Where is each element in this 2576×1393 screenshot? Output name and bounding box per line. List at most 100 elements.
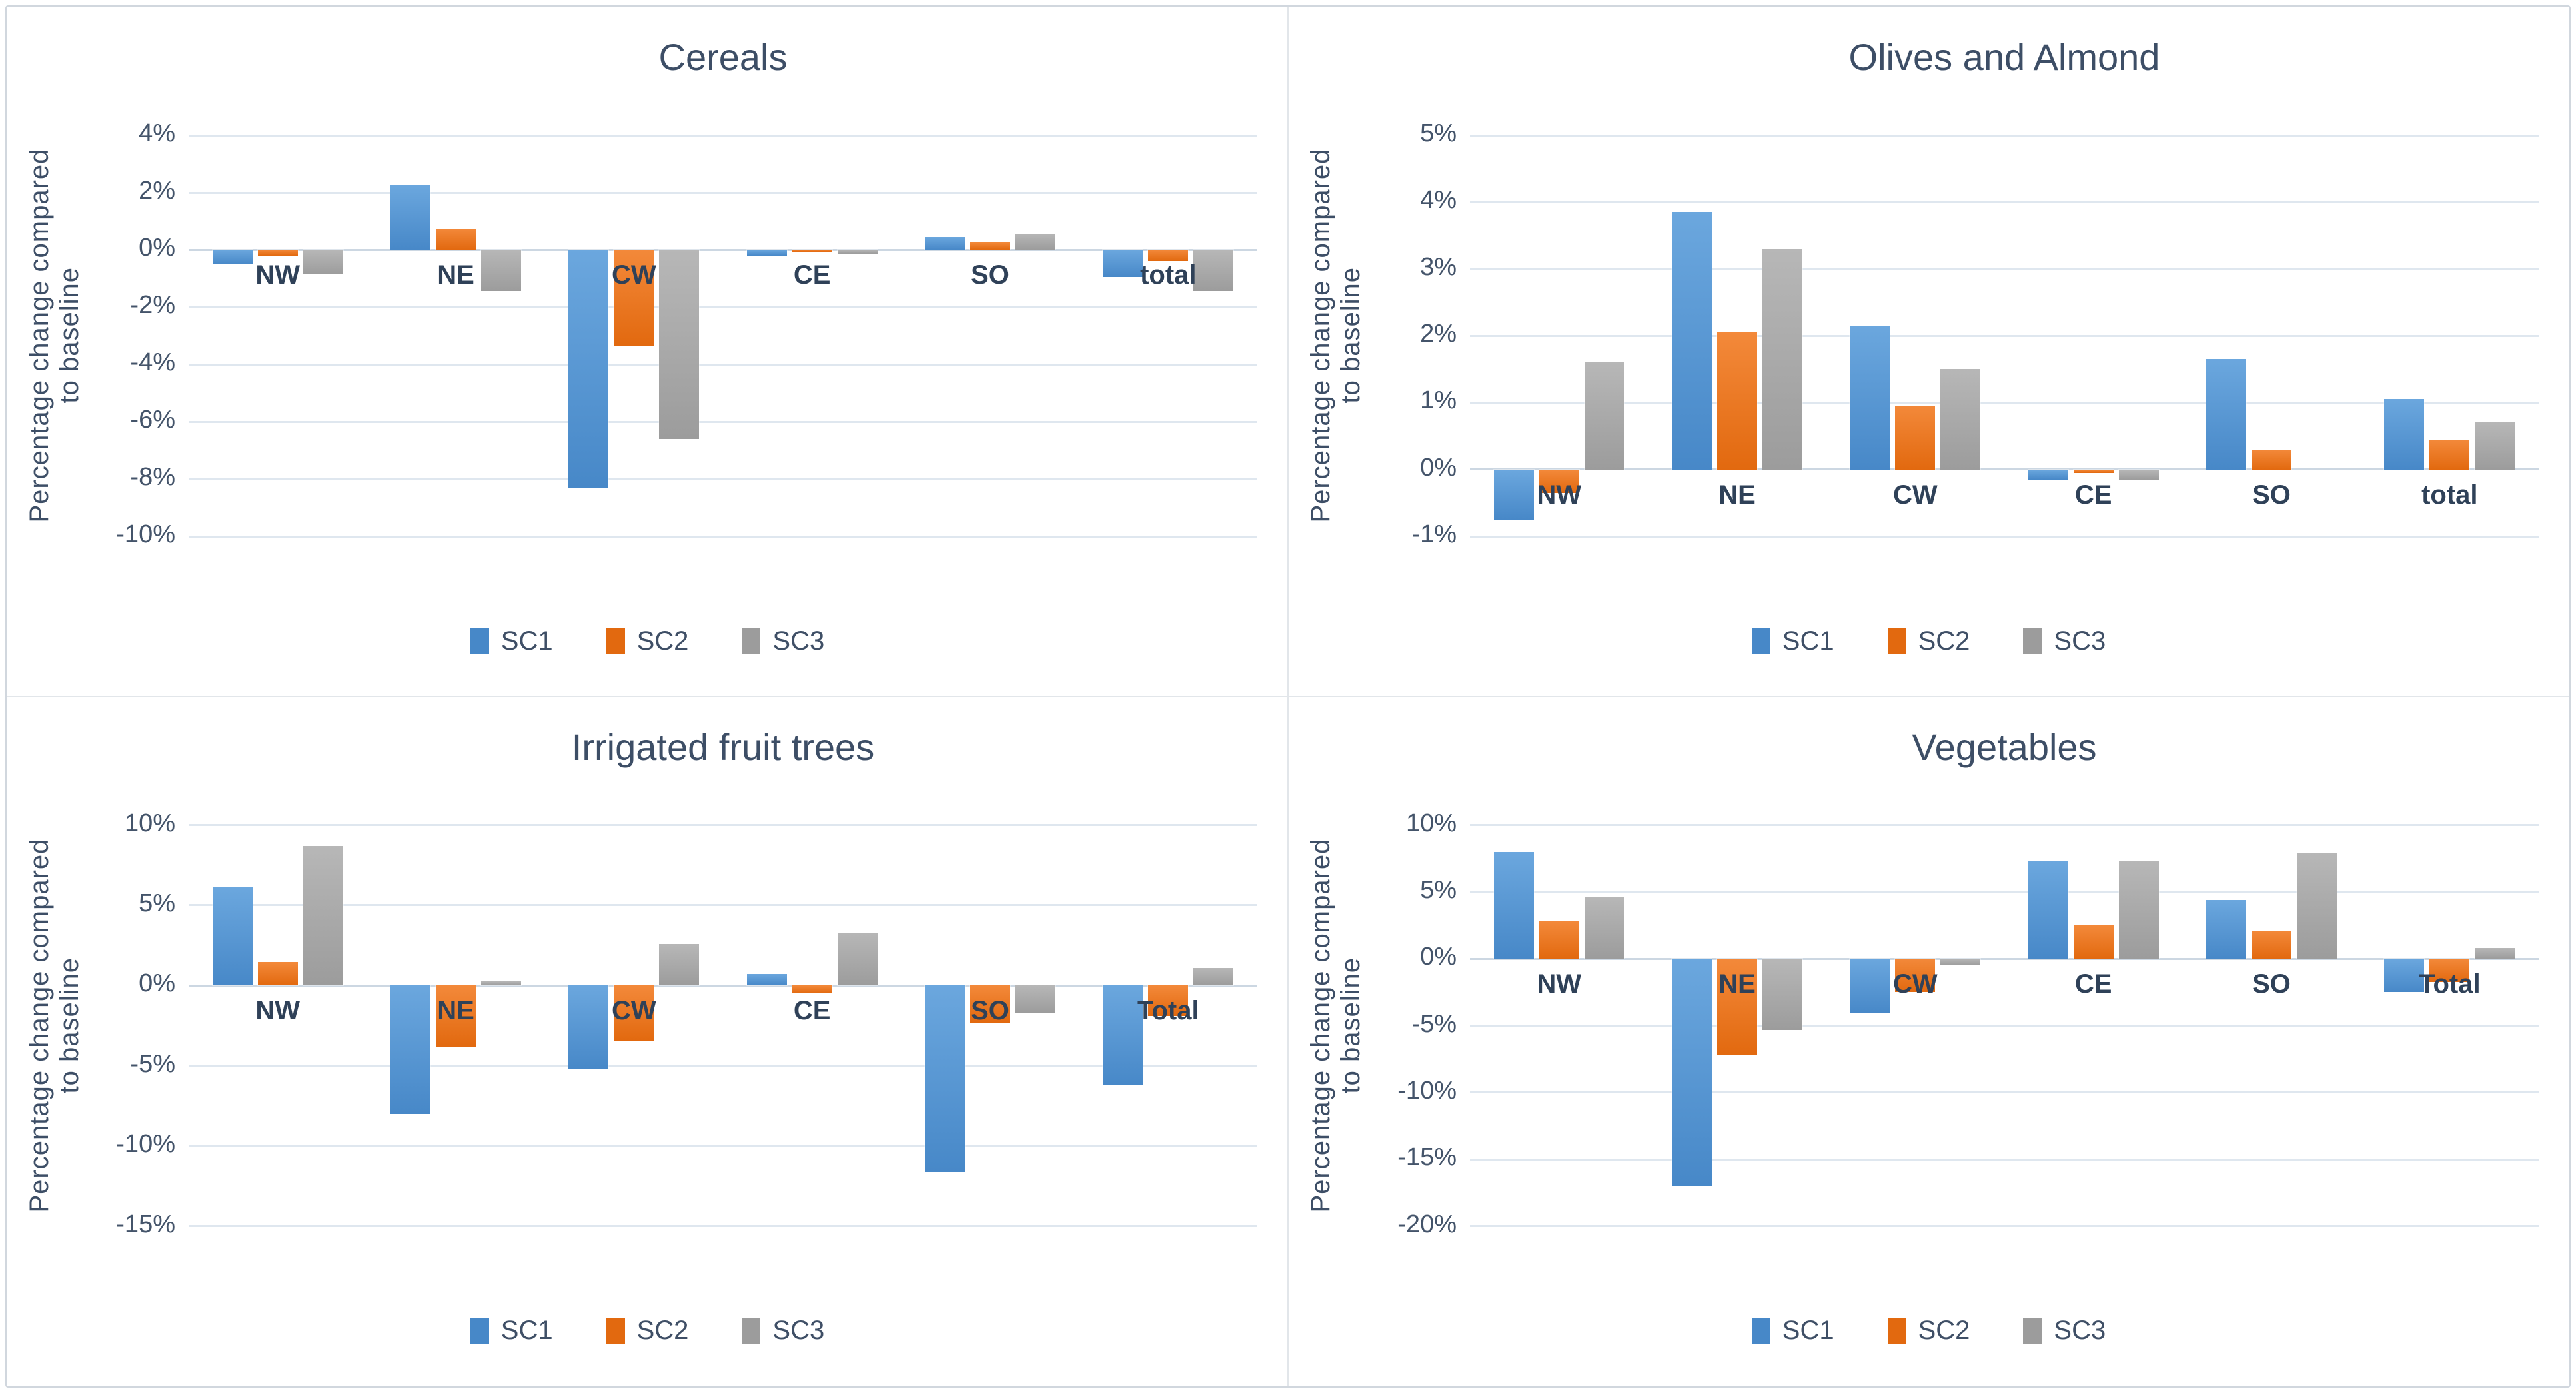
y-tick-label: 2% (1420, 320, 1457, 348)
legend-label-sc1: SC1 (1782, 1316, 1834, 1345)
legend-swatch-sc2 (1887, 1318, 1906, 1344)
x-category-label: NW (1537, 969, 1581, 999)
x-category-label: CW (1893, 969, 1938, 999)
bar-sc1-total (2384, 399, 2425, 470)
x-category-label: NW (255, 996, 300, 1026)
legend-label-sc1: SC1 (500, 626, 553, 656)
bar-sc3-nw (1584, 362, 1624, 470)
y-tick-label: 0% (139, 969, 175, 998)
bar-sc1-so (2206, 899, 2246, 959)
x-category-label: CE (2074, 480, 2112, 510)
legend-swatch-sc2 (606, 628, 625, 654)
bar-sc3-ne (481, 250, 521, 292)
y-tick-label: -8% (130, 463, 175, 491)
bar-sc1-ne (1672, 212, 1712, 470)
bar-sc1-cw (1850, 959, 1890, 1014)
x-category-label: NE (1718, 480, 1756, 510)
legend-item-sc1: SC1 (1751, 1316, 1834, 1346)
plot-area: NW NE CW CE SO total (189, 134, 1257, 538)
panel-olives-and-almond: Olives and Almond Percentage change comp… (1288, 7, 2569, 697)
legend-item-sc3: SC3 (2023, 1316, 2106, 1346)
y-tick-label: -10% (116, 1130, 175, 1159)
legend-item-sc3: SC3 (742, 1316, 824, 1346)
gridline (189, 1145, 1257, 1147)
y-tick-label: 0% (139, 234, 175, 262)
bar-sc3-total (2475, 422, 2515, 470)
bar-sc1-nw (1493, 469, 1534, 520)
legend-label-sc2: SC2 (1918, 1316, 1970, 1345)
plot-area: NW NE CW CE SO Total (189, 824, 1257, 1227)
y-tick-label: -10% (1397, 1076, 1457, 1105)
x-category-label: CW (1893, 480, 1938, 510)
x-category-label: CW (612, 260, 656, 290)
bar-sc2-ce (792, 985, 832, 994)
y-tick-label: -4% (130, 348, 175, 376)
legend-swatch-sc2 (1887, 628, 1906, 654)
gridline (189, 1225, 1257, 1227)
plot-area: NW NE CW CE SO total (1470, 134, 2539, 538)
bar-sc1-nw (212, 887, 253, 986)
gridline (189, 535, 1257, 538)
bar-sc3-ce (2118, 469, 2159, 480)
legend-swatch-sc3 (742, 628, 761, 654)
y-tick-label: -15% (1397, 1143, 1457, 1172)
y-tick-label: 2% (139, 177, 175, 205)
bar-sc2-total (1148, 985, 1189, 1017)
y-tick-label: 0% (1420, 453, 1457, 482)
legend-swatch-sc2 (606, 1318, 625, 1344)
legend: SC1 SC2 SC3 (7, 626, 1287, 656)
legend-label-sc3: SC3 (2054, 1316, 2106, 1345)
legend: SC1 SC2 SC3 (7, 1316, 1287, 1346)
legend-label-sc3: SC3 (772, 1316, 825, 1345)
gridline (1470, 201, 2539, 203)
bar-sc3-so (1015, 234, 1055, 250)
x-category-label: CE (2074, 969, 2112, 999)
bar-sc1-cw (568, 250, 609, 488)
y-tick-label: 3% (1420, 252, 1457, 281)
bar-sc2-total (2429, 439, 2470, 470)
zero-axis-line (189, 984, 1257, 987)
bar-sc3-total (1193, 967, 1234, 986)
gridline (1470, 334, 2539, 337)
y-axis-title: Percentage change compared to baseline (25, 838, 84, 1213)
bar-sc2-ne (436, 985, 476, 1047)
bar-sc3-total (2475, 948, 2515, 959)
bar-sc2-cw (1895, 406, 1936, 470)
gridline (189, 306, 1257, 308)
gridline (1470, 268, 2539, 270)
bar-sc1-ne (1672, 959, 1712, 1186)
gridline (189, 478, 1257, 480)
bar-sc2-total (1148, 250, 1189, 262)
bar-sc2-ce (2073, 469, 2114, 473)
x-category-label: total (1140, 260, 1197, 290)
bar-sc1-total (2384, 959, 2425, 993)
zero-axis-line (1470, 957, 2539, 960)
x-category-label: CE (793, 996, 831, 1026)
x-category-label: NE (437, 996, 474, 1026)
gridline (189, 191, 1257, 194)
legend-swatch-sc1 (1751, 1318, 1770, 1344)
bar-sc2-so (2252, 931, 2291, 959)
bar-sc2-ce (2073, 925, 2114, 959)
y-tick-label: -10% (116, 520, 175, 548)
x-category-label: NW (255, 260, 300, 290)
bar-sc1-ne (390, 985, 430, 1114)
bar-sc2-nw (1539, 469, 1579, 493)
bar-sc2-cw (1895, 959, 1936, 993)
x-category-label: CE (793, 260, 831, 290)
gridline (1470, 1091, 2539, 1094)
figure-2x2-bar-charts: Cereals Percentage change compared to ba… (5, 5, 2571, 1388)
gridline (1470, 1225, 2539, 1227)
bar-sc2-nw (1539, 921, 1579, 959)
bar-sc3-nw (1584, 897, 1624, 959)
chart-title: Vegetables (1912, 725, 2097, 768)
legend-swatch-sc1 (1751, 628, 1770, 654)
x-category-label: Total (2419, 969, 2481, 999)
bar-sc2-ne (1717, 959, 1757, 1055)
gridline (1470, 824, 2539, 826)
bar-sc2-ne (1717, 332, 1757, 470)
bar-sc2-cw (614, 250, 654, 346)
chart-title: Olives and Almond (1848, 36, 2160, 78)
x-category-label: SO (2252, 480, 2291, 510)
bar-sc1-cw (568, 985, 609, 1069)
